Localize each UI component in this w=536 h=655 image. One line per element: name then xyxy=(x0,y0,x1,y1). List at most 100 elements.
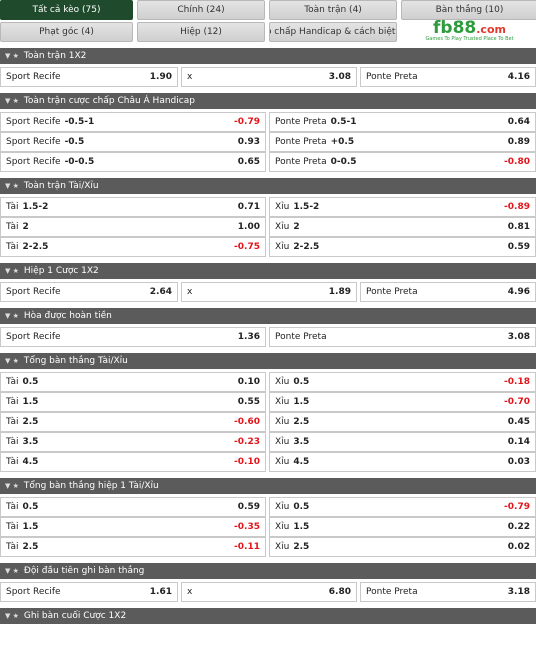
selection-name: Xỉu xyxy=(275,222,290,232)
odds-cell[interactable]: Tài 0.5 0.59 xyxy=(0,497,266,517)
collapse-icon[interactable]: ▼ ★ xyxy=(5,357,19,365)
handicap-line: 4.5 xyxy=(22,457,39,467)
collapse-icon[interactable]: ▼ ★ xyxy=(5,312,19,320)
collapse-icon[interactable]: ▼ ★ xyxy=(5,97,19,105)
market-header[interactable]: ▼ ★ Đội đầu tiên ghi bàn thắng xyxy=(0,563,536,579)
odds-cell[interactable]: Sport Recife -0-0.5 0.65 xyxy=(0,152,266,172)
selection-name: Sport Recife xyxy=(6,332,61,342)
selection-name: Xỉu xyxy=(275,437,290,447)
collapse-icon[interactable]: ▼ ★ xyxy=(5,267,19,275)
odds: 6.80 xyxy=(328,587,351,597)
odds-cell[interactable]: Xỉu 2.5 0.02 xyxy=(269,537,536,557)
odds: 0.14 xyxy=(507,437,530,447)
handicap-line: 0.5 xyxy=(22,502,39,512)
handicap-line: 2-2.5 xyxy=(293,242,320,252)
market-header[interactable]: ▼ ★ Hòa được hoàn tiền xyxy=(0,308,536,324)
market-header[interactable]: ▼ ★ Tổng bàn thắng hiệp 1 Tài/Xỉu xyxy=(0,478,536,494)
odds-cell[interactable]: Ponte Preta 0.5-1 0.64 xyxy=(269,112,536,132)
odds-cell[interactable]: Xỉu 0.5 -0.79 xyxy=(269,497,536,517)
odds: -0.70 xyxy=(504,397,530,407)
odds-cell[interactable]: Tài 0.5 0.10 xyxy=(0,372,266,392)
selection-name: Xỉu xyxy=(275,202,290,212)
handicap-line: 2-2.5 xyxy=(22,242,49,252)
tab[interactable]: Chính (24) xyxy=(137,0,265,20)
tab[interactable]: Hiệp (12) xyxy=(137,22,265,42)
market: ▼ ★ Toàn trận 1X2 Sport Recife 1.90 x 3.08 Pon… xyxy=(0,48,536,87)
odds: 0.64 xyxy=(507,117,530,127)
odds-cell[interactable]: Tài 2 1.00 xyxy=(0,217,266,237)
tab[interactable]: Tất cả kèo (75) xyxy=(0,0,133,20)
collapse-icon[interactable]: ▼ ★ xyxy=(5,182,19,190)
odds-cell[interactable]: Ponte Preta 4.96 xyxy=(360,282,536,302)
odds: 3.08 xyxy=(328,72,351,82)
market-header[interactable]: ▼ ★ Hiệp 1 Cược 1X2 xyxy=(0,263,536,279)
tab[interactable]: Bàn thắng (10) xyxy=(401,0,536,20)
odds-cell[interactable]: Tài 1.5 -0.35 xyxy=(0,517,266,537)
handicap-line: 2 xyxy=(293,222,300,232)
odds: -0.35 xyxy=(234,522,260,532)
handicap-line: 1.5 xyxy=(293,522,310,532)
odds: -0.10 xyxy=(234,457,260,467)
odds: 0.81 xyxy=(507,222,530,232)
odds: -0.75 xyxy=(234,242,260,252)
odds-cell[interactable]: Ponte Preta 3.08 xyxy=(269,327,536,347)
odds-cell[interactable]: Sport Recife -0.5-1 -0.79 xyxy=(0,112,266,132)
odds-cell[interactable]: Sport Recife 1.61 xyxy=(0,582,178,602)
odds: 1.61 xyxy=(149,587,172,597)
odds: 3.08 xyxy=(507,332,530,342)
odds-cell[interactable]: Xỉu 2 0.81 xyxy=(269,217,536,237)
odds-cell[interactable]: x 1.89 xyxy=(181,282,357,302)
odds-cell[interactable]: Sport Recife 2.64 xyxy=(0,282,178,302)
odds: -0.79 xyxy=(504,502,530,512)
odds-cell[interactable]: Ponte Preta 3.18 xyxy=(360,582,536,602)
odds-cell[interactable]: Xỉu 2-2.5 0.59 xyxy=(269,237,536,257)
odds-cell[interactable]: x 6.80 xyxy=(181,582,357,602)
odds-cell[interactable]: Ponte Preta 0-0.5 -0.80 xyxy=(269,152,536,172)
handicap-line: 2.5 xyxy=(293,542,310,552)
market-header[interactable]: ▼ ★ Toàn trận 1X2 xyxy=(0,48,536,64)
odds-cell[interactable]: Xỉu 0.5 -0.18 xyxy=(269,372,536,392)
odds-cell[interactable]: Xỉu 1.5 0.22 xyxy=(269,517,536,537)
odds-cell[interactable]: Sport Recife -0.5 0.93 xyxy=(0,132,266,152)
odds: 0.89 xyxy=(507,137,530,147)
collapse-icon[interactable]: ▼ ★ xyxy=(5,482,19,490)
market-header[interactable]: ▼ ★ Toàn trận cược chấp Châu Á Handicap xyxy=(0,93,536,109)
odds-cell[interactable]: x 3.08 xyxy=(181,67,357,87)
collapse-icon[interactable]: ▼ ★ xyxy=(5,612,19,620)
odds-cell[interactable]: Sport Recife 1.90 xyxy=(0,67,178,87)
market: ▼ ★ Tổng bàn thắng hiệp 1 Tài/Xỉu Tài 0.5 0.… xyxy=(0,478,536,557)
odds-cell[interactable]: Ponte Preta 4.16 xyxy=(360,67,536,87)
odds: -0.18 xyxy=(504,377,530,387)
odds: 0.59 xyxy=(507,242,530,252)
odds-cell[interactable]: Tài 2.5 -0.11 xyxy=(0,537,266,557)
odds: 0.02 xyxy=(507,542,530,552)
market-header[interactable]: ▼ ★ Ghi bàn cuối Cược 1X2 xyxy=(0,608,536,624)
odds-cell[interactable]: Xỉu 1.5-2 -0.89 xyxy=(269,197,536,217)
market-header[interactable]: ▼ ★ Tổng bàn thắng Tài/Xỉu xyxy=(0,353,536,369)
odds-cell[interactable]: Ponte Preta +0.5 0.89 xyxy=(269,132,536,152)
tab[interactable]: Toàn trận (4) xyxy=(269,0,397,20)
selection-name: Sport Recife xyxy=(6,157,61,167)
collapse-icon[interactable]: ▼ ★ xyxy=(5,567,19,575)
odds-cell[interactable]: Xỉu 2.5 0.45 xyxy=(269,412,536,432)
market-title: Ghi bàn cuối Cược 1X2 xyxy=(23,611,127,621)
tab[interactable]: Phạt góc (4) xyxy=(0,22,133,42)
odds-cell[interactable]: Tài 2-2.5 -0.75 xyxy=(0,237,266,257)
logo[interactable]: fb88.com Games To Play Trusted Place To B… xyxy=(401,20,536,42)
odds-cell[interactable]: Xỉu 3.5 0.14 xyxy=(269,432,536,452)
odds-cell[interactable]: Tài 3.5 -0.23 xyxy=(0,432,266,452)
collapse-icon[interactable]: ▼ ★ xyxy=(5,52,19,60)
odds-cell[interactable]: Sport Recife 1.36 xyxy=(0,327,266,347)
market-header[interactable]: ▼ ★ Toàn trận Tài/Xỉu xyxy=(0,178,536,194)
odds-cell[interactable]: Tài 2.5 -0.60 xyxy=(0,412,266,432)
odds-cell[interactable]: Xỉu 1.5 -0.70 xyxy=(269,392,536,412)
selection-name: x xyxy=(187,72,193,82)
odds-cell[interactable]: Tài 4.5 -0.10 xyxy=(0,452,266,472)
tab-bar: Tất cả kèo (75) Chính (24) Toàn trận (4) Bà… xyxy=(0,0,536,42)
logo-domain: .com xyxy=(476,23,506,36)
tab[interactable]: Kèo chấp Handicap & cách biệt (3) xyxy=(269,22,397,42)
odds-cell[interactable]: Xỉu 4.5 0.03 xyxy=(269,452,536,472)
odds-cell[interactable]: Tài 1.5 0.55 xyxy=(0,392,266,412)
odds-cell[interactable]: Tài 1.5-2 0.71 xyxy=(0,197,266,217)
